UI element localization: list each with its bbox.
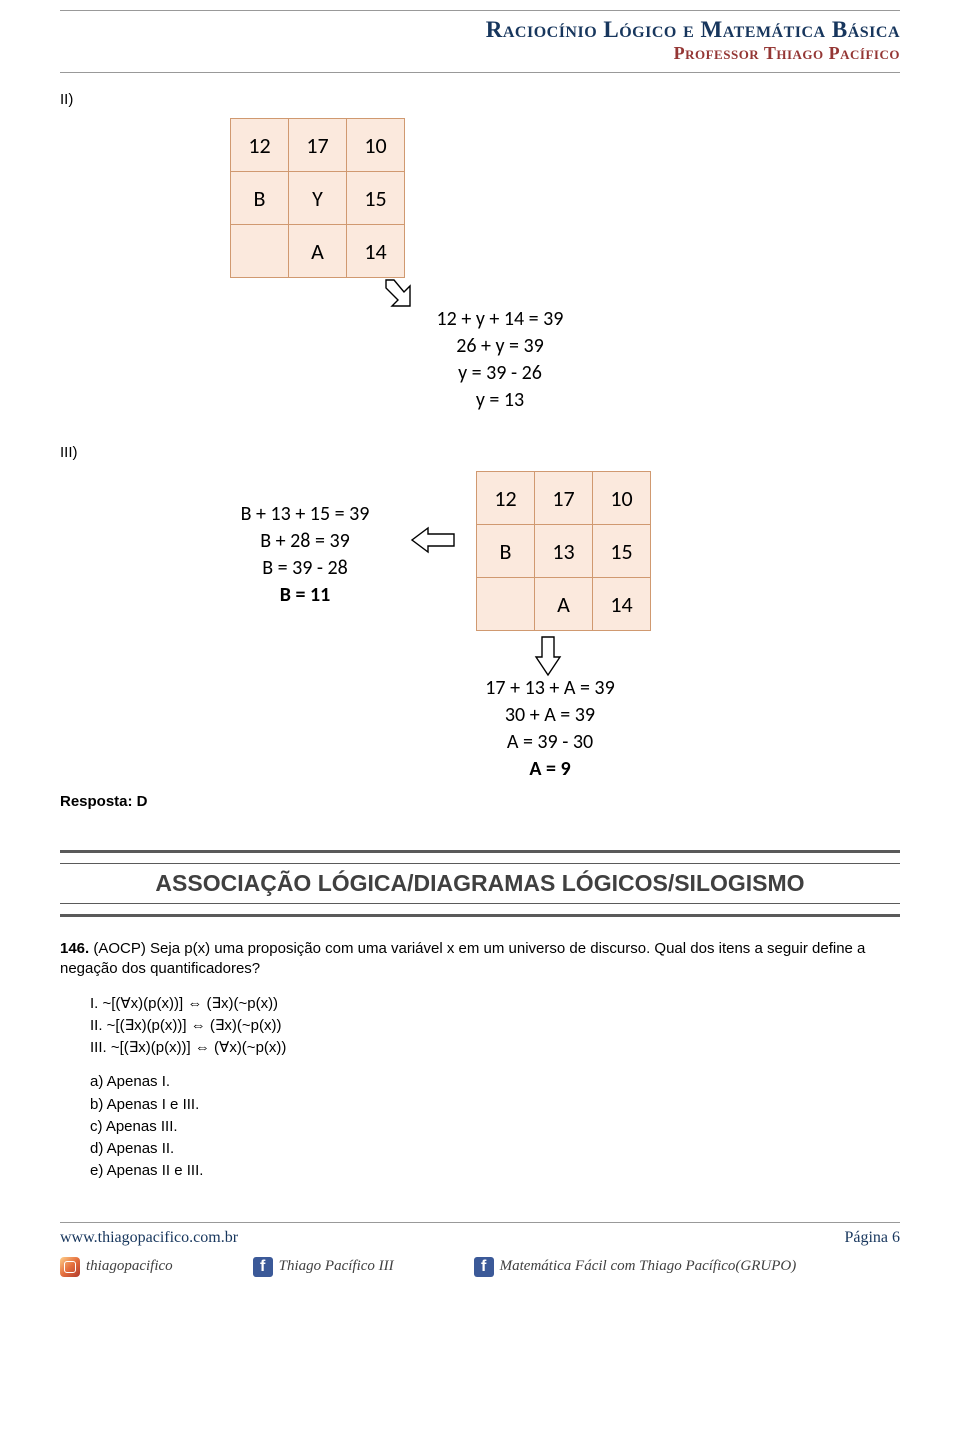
eq-line: B = 39 - 28: [210, 555, 400, 582]
equations-ii: 12 + y + 14 = 39 26 + y = 39 y = 39 - 26…: [410, 306, 590, 414]
eq-line: B + 28 = 39: [210, 528, 400, 555]
eq-line: 12 + y + 14 = 39: [410, 306, 590, 333]
eq-line: 26 + y = 39: [410, 333, 590, 360]
cell: 17: [535, 472, 593, 525]
magic-square-iii: 12 17 10 B 13 15 A 14: [476, 471, 651, 631]
header-subtitle: Professor Thiago Pacífico: [60, 43, 900, 64]
roman-item: I. ~[(∀x)(p(x))] ⇔ (∃x)(~p(x)): [90, 994, 900, 1014]
eq-line-bold: B = 11: [210, 582, 400, 609]
cell: 12: [231, 119, 289, 172]
cell: 10: [347, 119, 405, 172]
section-ii-label: II): [60, 91, 900, 108]
cell: Y: [289, 172, 347, 225]
magic-square-ii: 12 17 10 B Y 15 A 14: [230, 118, 405, 278]
eq-line: B + 13 + 15 = 39: [210, 501, 400, 528]
options-list: a) Apenas I. b) Apenas I e III. c) Apena…: [90, 1072, 900, 1181]
cell: 14: [593, 578, 651, 631]
question-number: 146.: [60, 940, 89, 957]
cell: B: [477, 525, 535, 578]
cell: 15: [347, 172, 405, 225]
option: b) Apenas I e III.: [90, 1095, 900, 1115]
roman-item: II. ~[(∃x)(p(x))] ⇔ (∃x)(~p(x)): [90, 1016, 900, 1036]
cell: 14: [347, 225, 405, 278]
resposta-label: Resposta: D: [60, 793, 900, 810]
header-title: Raciocínio Lógico e Matemática Básica: [60, 17, 900, 43]
eq-line: 17 + 13 + A = 39: [455, 675, 645, 702]
cell: 12: [477, 472, 535, 525]
option: a) Apenas I.: [90, 1072, 900, 1092]
cell: 10: [593, 472, 651, 525]
eq-line: y = 13: [410, 387, 590, 414]
cell: A: [535, 578, 593, 631]
section-iii: III) B + 13 + 15 = 39 B + 28 = 39 B = 39…: [60, 444, 900, 783]
cell: A: [289, 225, 347, 278]
arrow-down-icon: [534, 635, 562, 677]
facebook-icon: f: [253, 1257, 273, 1277]
arrow-left-icon: [410, 526, 456, 554]
question-text: (AOCP) Seja p(x) uma proposição com uma …: [60, 940, 865, 977]
section-ii: II) 12 17 10 B Y 15 A 14: [60, 91, 900, 414]
cell: B: [231, 172, 289, 225]
footer-url: www.thiagopacifico.com.br: [60, 1229, 238, 1247]
cell: 15: [593, 525, 651, 578]
eq-line: A = 39 - 30: [455, 729, 645, 756]
eq-line: 30 + A = 39: [455, 702, 645, 729]
section-divider: ASSOCIAÇÃO LÓGICA/DIAGRAMAS LÓGICOS/SILO…: [60, 850, 900, 917]
footer-social-handle: thiagopacifico: [86, 1258, 173, 1275]
footer-social-handle: Matemática Fácil com Thiago Pacífico(GRU…: [500, 1258, 797, 1275]
section-iii-label: III): [60, 444, 900, 461]
footer-social-handle: Thiago Pacífico III: [279, 1258, 394, 1275]
eq-line: y = 39 - 26: [410, 360, 590, 387]
option: d) Apenas II.: [90, 1139, 900, 1159]
question-146: 146. (AOCP) Seja p(x) uma proposição com…: [60, 939, 900, 1182]
cell: 13: [535, 525, 593, 578]
page-number: Página 6: [844, 1229, 900, 1247]
option: e) Apenas II e III.: [90, 1161, 900, 1181]
instagram-icon: [60, 1257, 80, 1277]
cell: 17: [289, 119, 347, 172]
page-header: Raciocínio Lógico e Matemática Básica Pr…: [60, 11, 900, 68]
cell: [477, 578, 535, 631]
equations-iii-bottom: 17 + 13 + A = 39 30 + A = 39 A = 39 - 30…: [455, 675, 645, 783]
eq-line-bold: A = 9: [455, 756, 645, 783]
facebook-icon: f: [474, 1257, 494, 1277]
roman-list: I. ~[(∀x)(p(x))] ⇔ (∃x)(~p(x)) II. ~[(∃x…: [90, 994, 900, 1059]
equations-iii-left: B + 13 + 15 = 39 B + 28 = 39 B = 39 - 28…: [210, 501, 400, 609]
option: c) Apenas III.: [90, 1117, 900, 1137]
section-title: ASSOCIAÇÃO LÓGICA/DIAGRAMAS LÓGICOS/SILO…: [60, 864, 900, 903]
cell: [231, 225, 289, 278]
page-footer: www.thiagopacifico.com.br Página 6 thiag…: [60, 1222, 900, 1277]
roman-item: III. ~[(∃x)(p(x))] ⇔ (∀x)(~p(x)): [90, 1038, 900, 1058]
